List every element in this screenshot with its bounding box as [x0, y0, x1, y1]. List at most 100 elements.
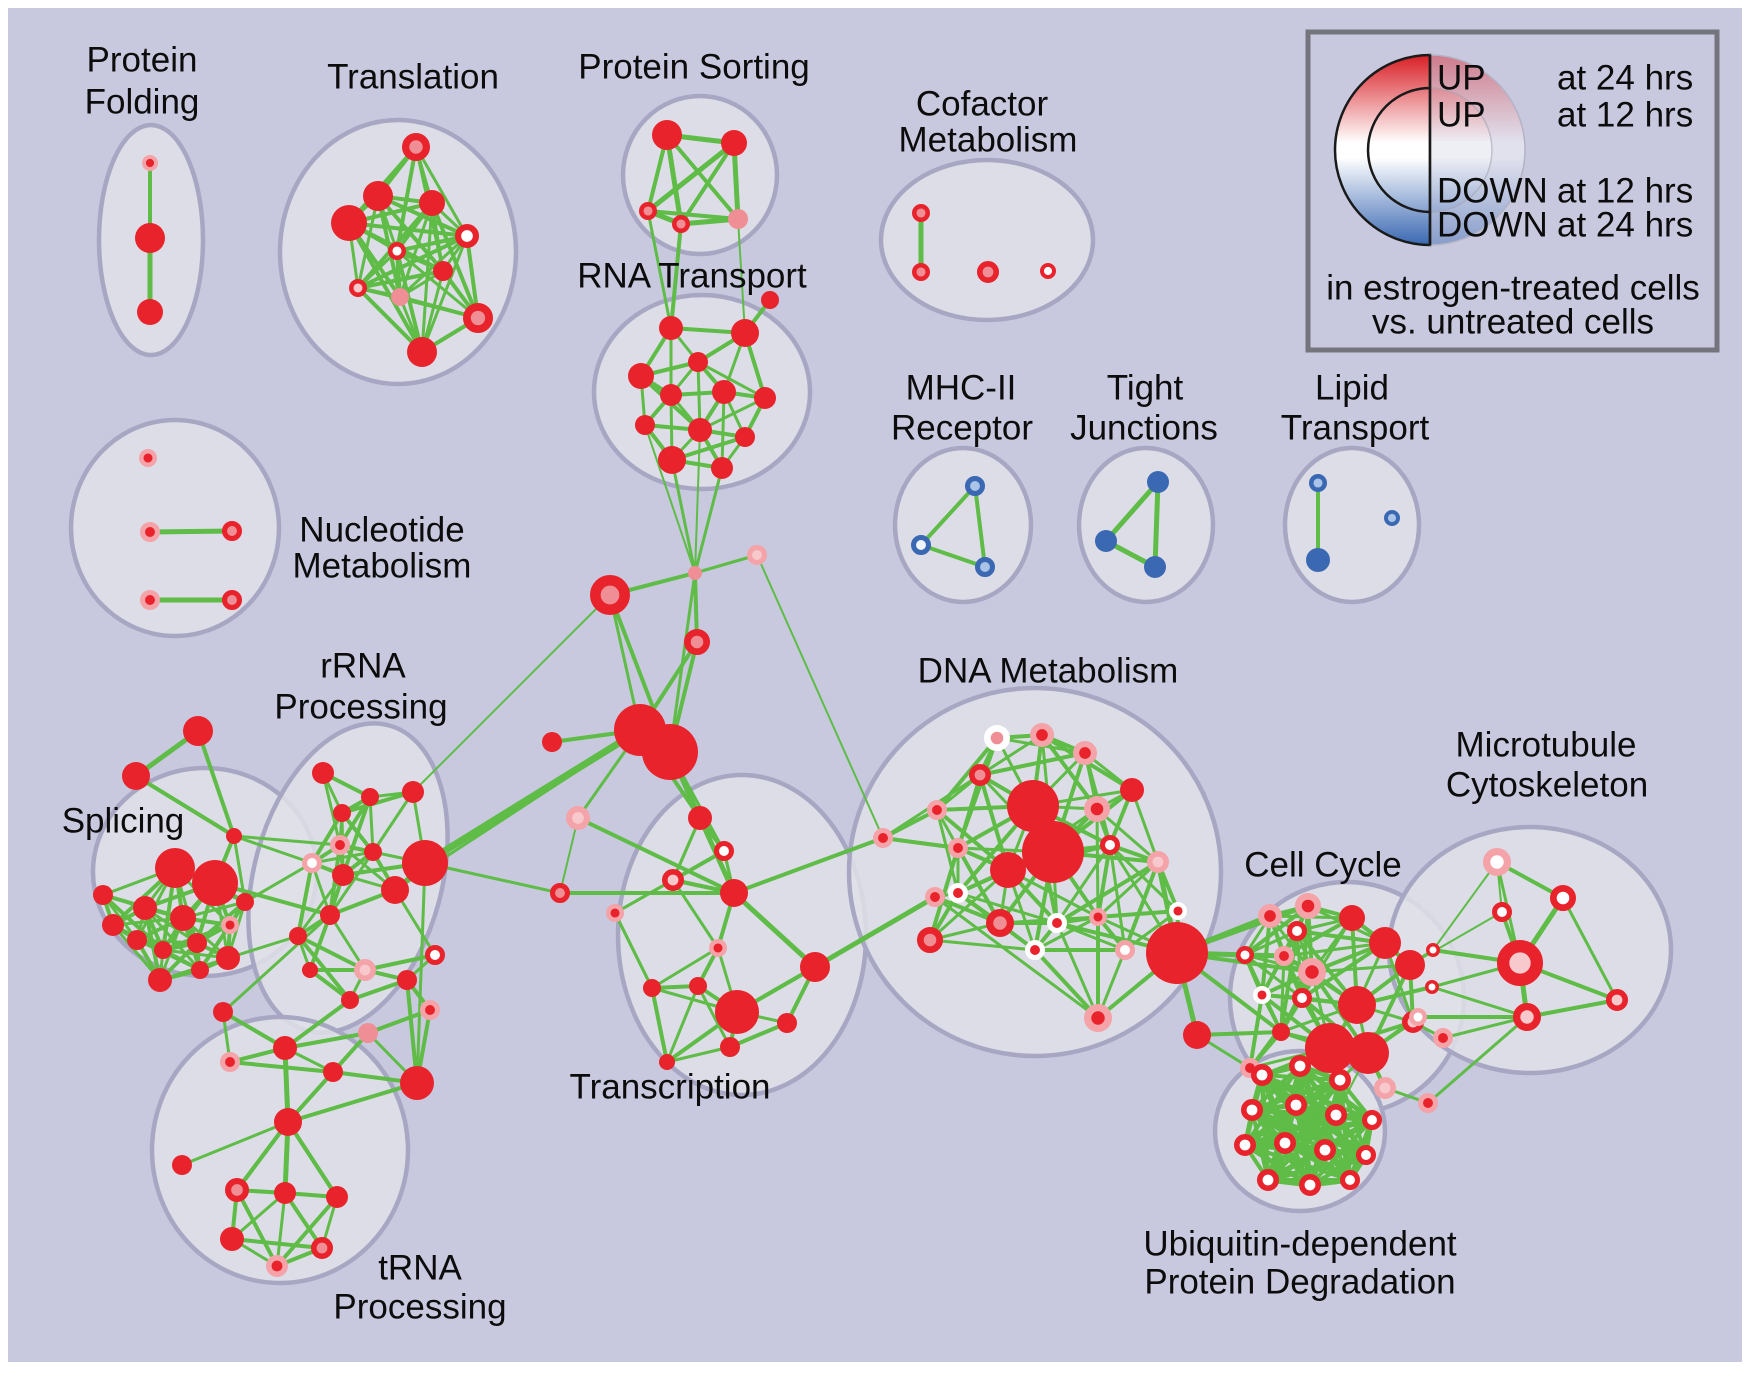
edge — [286, 1120, 339, 1199]
edge — [196, 729, 236, 838]
node-ps2 — [721, 130, 747, 156]
edge — [111, 923, 162, 982]
node-mt2 — [1549, 884, 1576, 911]
node-ccm6 — [1418, 1093, 1439, 1114]
cluster-label-cf-line1: Cofactor — [916, 85, 1049, 124]
node-c7 — [542, 732, 562, 752]
node-ub2 — [1289, 1055, 1312, 1078]
edge — [646, 209, 673, 330]
edge — [356, 194, 380, 290]
node-mt5 — [1513, 1003, 1542, 1032]
cluster-label-rt: RNA Transport — [577, 257, 807, 296]
node-rt11 — [658, 446, 686, 474]
cluster-label-mh-line2: Receptor — [891, 409, 1033, 448]
node-cc11 — [1235, 945, 1254, 964]
node-sp8 — [154, 941, 172, 959]
edge — [559, 817, 579, 894]
edge — [1103, 479, 1161, 544]
edge — [283, 1191, 324, 1250]
cluster-label-dm: DNA Metabolism — [918, 652, 1179, 691]
node-rr10 — [424, 945, 445, 966]
edge — [232, 834, 342, 847]
edge — [430, 201, 480, 320]
node-dm6 — [927, 800, 948, 821]
cluster-label-tr: Translation — [327, 58, 499, 97]
edge — [679, 141, 736, 226]
node-sp14 — [236, 893, 254, 911]
edge — [243, 861, 314, 904]
node-dmc2 — [873, 828, 894, 849]
node-cf3 — [976, 260, 999, 283]
node-ub12 — [1257, 1169, 1280, 1192]
cluster-label-tn-line2: Processing — [333, 1288, 506, 1327]
node-cc7 — [1298, 958, 1327, 987]
node-cc3 — [1339, 905, 1365, 931]
node-rr2 — [361, 788, 379, 806]
node-rt7 — [754, 387, 776, 409]
node-sp9 — [187, 933, 207, 953]
cluster-ellipse-mh — [892, 445, 1034, 605]
legend-time-2: at 12 hrs — [1557, 96, 1693, 135]
node-rt6 — [712, 380, 736, 404]
edge — [420, 234, 469, 354]
edge — [696, 360, 767, 400]
edge — [668, 571, 697, 754]
node-spA — [183, 716, 213, 746]
edge — [414, 145, 469, 238]
node-cf1 — [911, 204, 930, 223]
edge — [696, 984, 732, 1049]
edge — [1095, 807, 1160, 864]
node-lp3 — [1383, 509, 1400, 526]
node-tx11 — [777, 1013, 797, 1033]
cluster-label-cf-line2: Metabolism — [899, 121, 1078, 160]
node-pf1 — [142, 155, 159, 172]
node-cc4 — [1369, 927, 1401, 959]
legend-time-3: at 12 hrs — [1557, 172, 1693, 211]
node-cc17 — [1287, 921, 1308, 942]
cluster-label-ub-line2: Protein Degradation — [1144, 1263, 1455, 1302]
node-mh1 — [965, 475, 986, 496]
cluster-label-tn-line1: tRNA — [378, 1249, 462, 1288]
cluster-label-lp-line2: Transport — [1281, 409, 1430, 448]
node-tntop — [274, 1108, 302, 1136]
node-tx7 — [708, 938, 727, 957]
node-dm10 — [948, 838, 969, 859]
node-dm14 — [948, 883, 969, 904]
edge — [283, 998, 352, 1050]
node-c6 — [642, 724, 698, 780]
node-tx10 — [720, 1037, 740, 1057]
node-dm13 — [1147, 850, 1170, 873]
node-nm5 — [222, 590, 243, 611]
legend-box — [1305, 29, 1720, 353]
cluster-label-pf-line2: Folding — [85, 83, 200, 122]
cluster-ellipse-tx — [615, 772, 869, 1098]
node-tb1 — [213, 1002, 233, 1022]
node-pf3 — [137, 299, 163, 325]
node-tx2 — [714, 841, 735, 862]
node-c3 — [683, 628, 710, 655]
node-sp13 — [221, 915, 240, 934]
node-cc14 — [1347, 1032, 1389, 1074]
legend-direction-2: UP — [1437, 96, 1486, 135]
node-rr7 — [332, 864, 354, 886]
cluster-label-cc: Cell Cycle — [1244, 846, 1402, 885]
edge — [650, 946, 720, 990]
edge — [645, 140, 737, 214]
edge — [275, 1191, 287, 1268]
cluster-label-mt-line1: Microtubule — [1456, 726, 1637, 765]
edge — [1130, 788, 1160, 864]
edge — [665, 133, 740, 221]
edge — [371, 790, 415, 854]
edge — [693, 553, 759, 575]
edge — [321, 771, 342, 847]
node-rt3 — [688, 352, 708, 372]
edge — [180, 1120, 290, 1167]
node-sp3 — [133, 896, 157, 920]
edge — [650, 986, 669, 1064]
node-cc8 — [1338, 986, 1376, 1024]
node-ub6 — [1325, 1104, 1348, 1127]
node-rrhub — [402, 840, 448, 886]
node-tx3 — [661, 868, 684, 891]
